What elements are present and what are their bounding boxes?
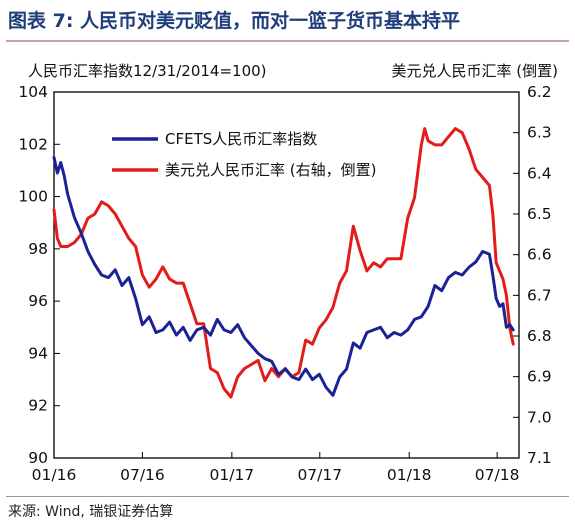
right-tick-label: 6.7 xyxy=(527,286,552,304)
left-tick-label: 98 xyxy=(28,240,48,258)
left-tick-label: 90 xyxy=(28,449,48,467)
left-tick-label: 104 xyxy=(18,83,48,101)
right-tick-label: 7.0 xyxy=(527,408,552,426)
left-tick-label: 102 xyxy=(18,135,48,153)
right-tick-label: 6.3 xyxy=(527,124,552,142)
legend-label: CFETS人民币汇率指数 xyxy=(165,130,317,148)
right-tick-label: 6.6 xyxy=(527,246,552,264)
x-tick-label: 01/17 xyxy=(210,466,255,484)
left-tick-label: 94 xyxy=(28,344,48,362)
x-tick-label: 07/18 xyxy=(475,466,520,484)
left-tick-label: 100 xyxy=(18,188,48,206)
right-tick-label: 6.9 xyxy=(527,368,552,386)
page-title: 图表 7: 人民币对美元贬值，而对一篮子货币基本持平 xyxy=(8,10,461,32)
x-tick-label: 07/17 xyxy=(297,466,342,484)
right-tick-label: 7.1 xyxy=(527,449,552,467)
source-note: 来源: Wind, 瑞银证券估算 xyxy=(8,504,174,520)
chart-marks: 90 92 94 96 98 100 102 104 6.2 6.3 6.4 6.5 6.6 6.7 6.8… xyxy=(18,83,551,484)
right-axis-title: 美元兑人民币汇率 (倒置) xyxy=(392,62,558,80)
series-line-usdcny xyxy=(52,127,515,399)
x-tick-label: 01/18 xyxy=(387,466,432,484)
source-divider xyxy=(6,496,569,497)
title-divider xyxy=(6,40,569,42)
right-tick-label: 6.8 xyxy=(527,327,552,345)
left-tick-label: 92 xyxy=(28,397,48,415)
series-line-cfets xyxy=(52,155,515,397)
left-axis-title: 人民币汇率指数12/31/2014=100) xyxy=(28,62,267,80)
dual-axis-line-chart: 人民币汇率指数12/31/2014=100) 美元兑人民币汇率 (倒置) 909… xyxy=(18,62,558,484)
left-tick-label: 96 xyxy=(28,292,48,310)
x-tick-label: 01/16 xyxy=(32,466,77,484)
legend-label: 美元兑人民币汇率 (右轴，倒置) xyxy=(165,161,376,179)
x-tick-label: 07/16 xyxy=(120,466,165,484)
plot-frame xyxy=(53,91,520,459)
right-tick-label: 6.2 xyxy=(527,83,552,101)
right-tick-label: 6.5 xyxy=(527,205,552,223)
right-tick-label: 6.4 xyxy=(527,164,552,182)
